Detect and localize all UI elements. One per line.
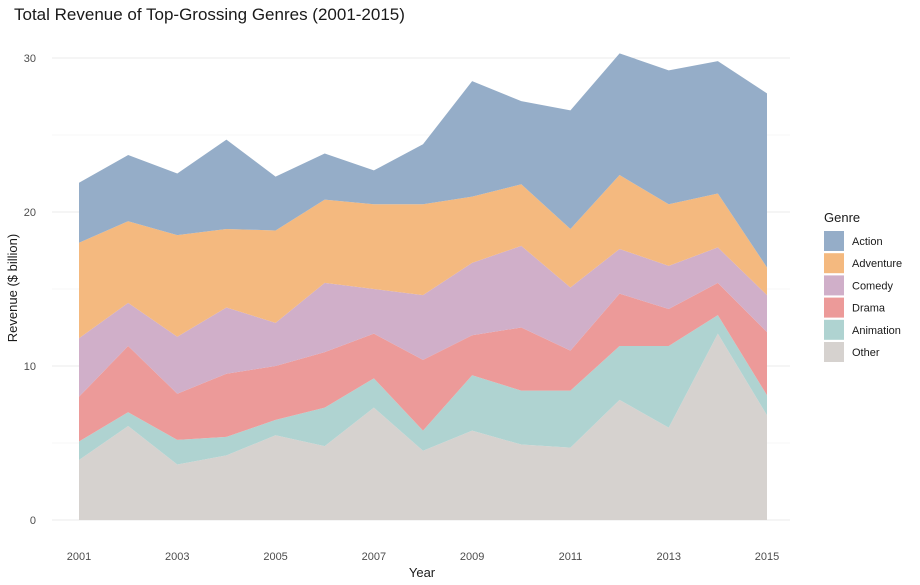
x-tick-label: 2001 (67, 551, 91, 563)
area-comedy (79, 245, 767, 397)
legend-swatch (824, 253, 844, 274)
area-action (79, 53, 767, 268)
legend-label: Action (852, 236, 883, 248)
legend-label: Comedy (852, 280, 893, 292)
y-tick-label: 20 (24, 207, 36, 219)
x-tick-label: 2013 (656, 551, 680, 563)
x-tick-label: 2015 (755, 551, 779, 563)
area-animation (79, 315, 767, 465)
legend-swatch (824, 319, 844, 340)
area-layer (79, 53, 767, 520)
chart-title: Total Revenue of Top-Grossing Genres (20… (14, 5, 405, 24)
x-tick-label: 2005 (263, 551, 287, 563)
y-tick-label: 10 (24, 361, 36, 373)
legend-label: Other (852, 347, 880, 359)
legend-item-drama: Drama (824, 297, 886, 318)
y-tick-label: 30 (24, 53, 36, 65)
legend-swatch (824, 342, 844, 362)
legend-label: Animation (852, 325, 901, 337)
x-axis-ticks: 2001 2003 2005 2007 2009 2011 2013 2015 (67, 551, 779, 563)
x-axis-title: Year (409, 565, 436, 580)
x-tick-label: 2009 (460, 551, 484, 563)
legend-label: Adventure (852, 258, 902, 270)
legend-swatch (824, 275, 844, 296)
legend-label: Drama (852, 303, 886, 315)
area-adventure (79, 175, 767, 339)
y-tick-label: 0 (30, 515, 36, 527)
x-tick-label: 2007 (362, 551, 386, 563)
legend-swatch (824, 297, 844, 318)
legend-items: Action Adventure Comedy Drama Animation Other (824, 231, 902, 362)
legend: Genre Action Adventure Comedy Drama Animatio… (824, 210, 902, 362)
area-other (79, 333, 767, 520)
legend-item-other: Other (824, 342, 880, 362)
legend-item-adventure: Adventure (824, 253, 902, 274)
legend-item-comedy: Comedy (824, 275, 893, 296)
y-axis-ticks: 0 10 20 30 (24, 53, 36, 527)
area-drama (79, 282, 767, 442)
legend-item-action: Action (824, 231, 883, 251)
x-tick-label: 2003 (165, 551, 189, 563)
x-tick-label: 2011 (559, 551, 583, 563)
legend-title: Genre (824, 210, 860, 225)
legend-swatch (824, 231, 844, 251)
y-axis-title: Revenue ($ billion) (5, 234, 20, 342)
legend-item-animation: Animation (824, 319, 901, 340)
